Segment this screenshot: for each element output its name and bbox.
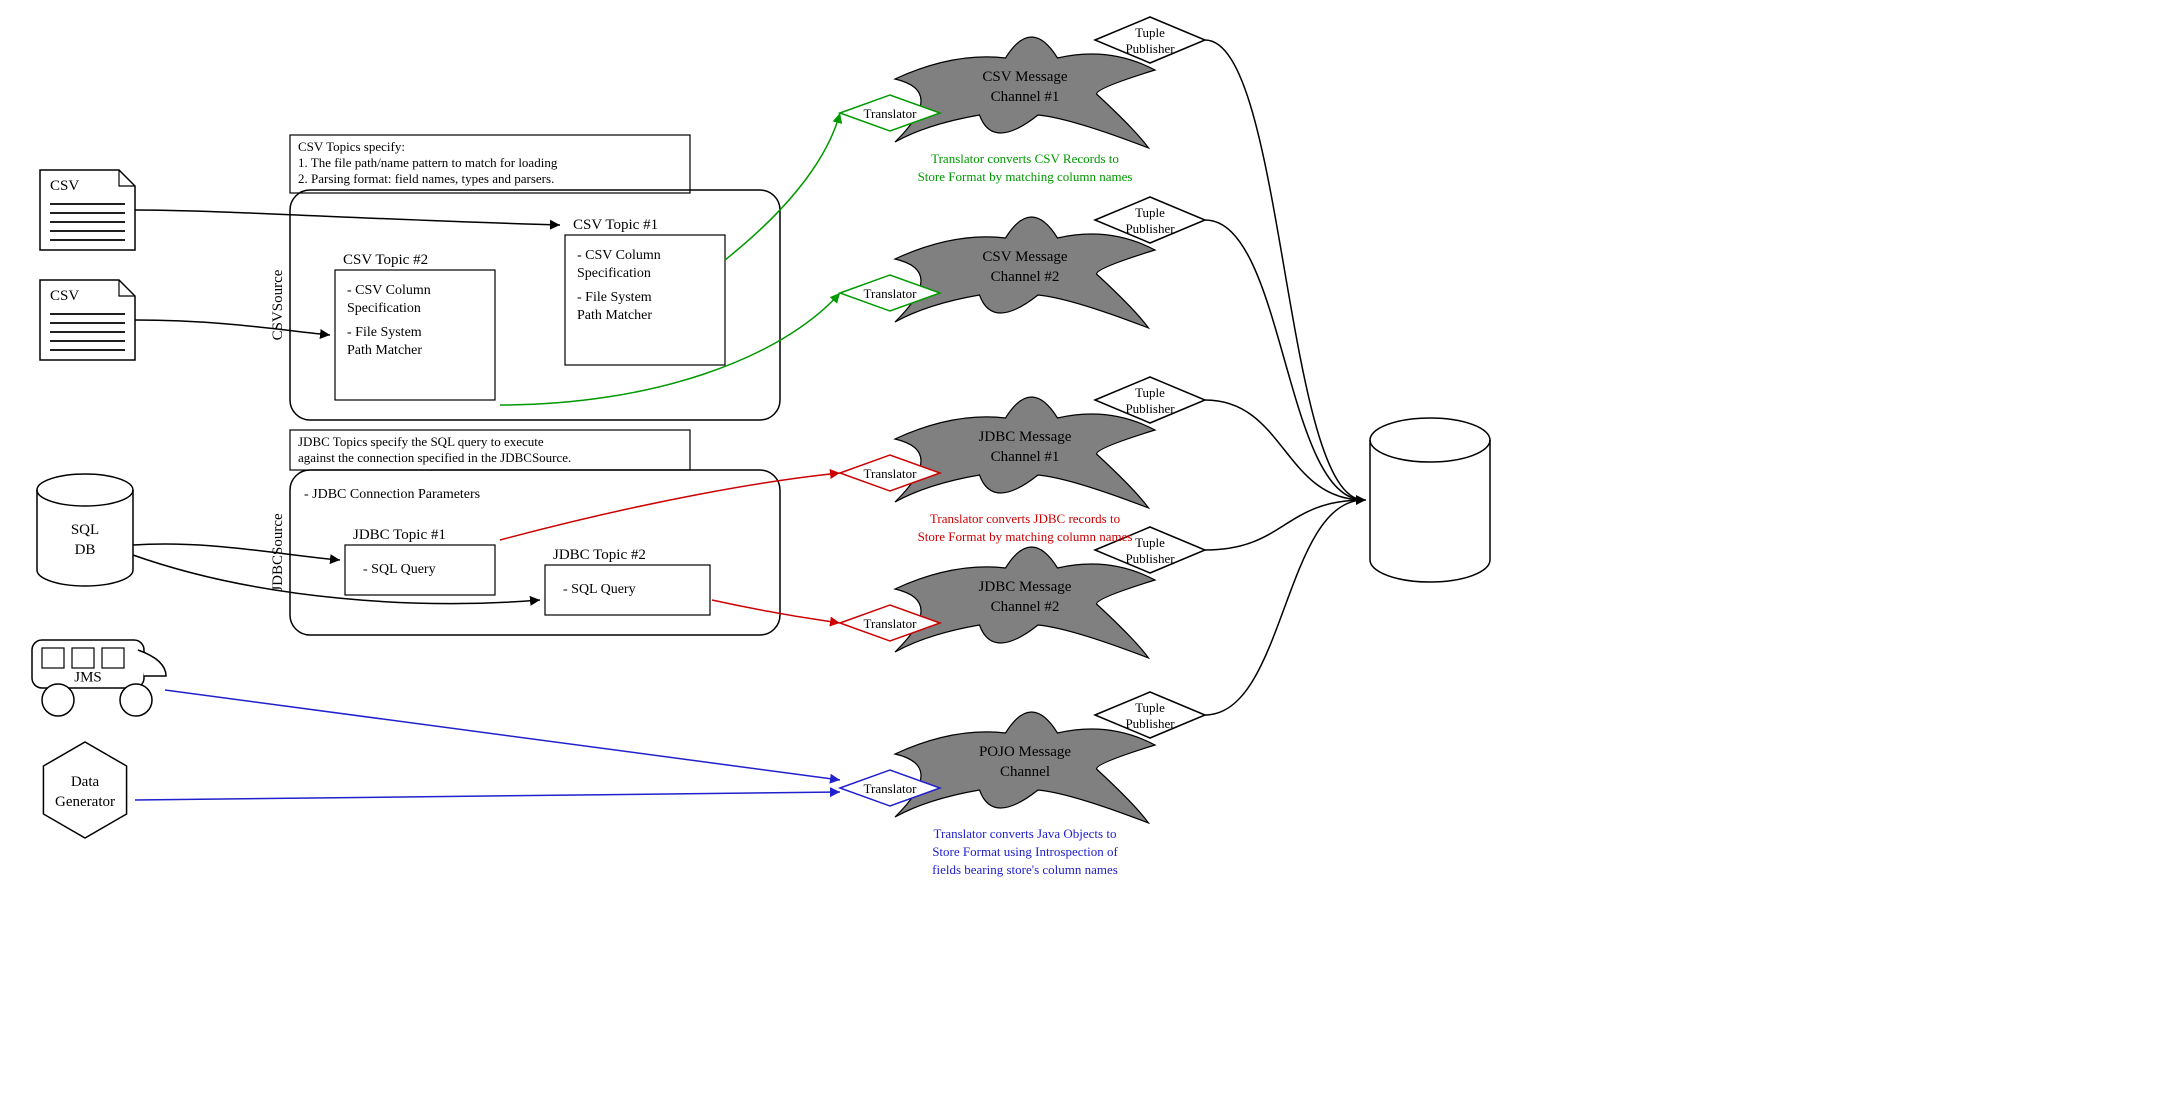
edge-pub-pojo-store bbox=[1205, 500, 1364, 715]
svg-text:Tuple: Tuple bbox=[1135, 25, 1165, 40]
svg-text:Publisher: Publisher bbox=[1125, 41, 1175, 56]
edge-sqldb-jdbctopic1 bbox=[133, 544, 340, 560]
jdbc-conn-params: - JDBC Connection Parameters bbox=[304, 487, 480, 502]
edge-csvfile1-topic1 bbox=[135, 210, 560, 225]
svg-text:Generator: Generator bbox=[55, 794, 115, 810]
svg-text:Channel #1: Channel #1 bbox=[991, 449, 1060, 465]
svg-text:Tuple: Tuple bbox=[1135, 385, 1165, 400]
svg-text:JDBC Message: JDBC Message bbox=[979, 579, 1072, 595]
svg-text:- SQL Query: - SQL Query bbox=[563, 582, 636, 597]
svg-text:2. Parsing format: field names: 2. Parsing format: field names, types an… bbox=[298, 171, 554, 186]
svg-text:Publisher: Publisher bbox=[1125, 716, 1175, 731]
svg-text:Publisher: Publisher bbox=[1125, 401, 1175, 416]
svg-text:Publisher: Publisher bbox=[1125, 551, 1175, 566]
svg-text:CSV Message: CSV Message bbox=[982, 249, 1067, 265]
svg-text:- SQL Query: - SQL Query bbox=[363, 562, 436, 577]
edge-pub-csv1-store bbox=[1205, 40, 1364, 500]
svg-text:Translator: Translator bbox=[864, 781, 918, 796]
svg-text:Store Format by matching colum: Store Format by matching column names bbox=[918, 529, 1133, 544]
store-icon bbox=[1370, 418, 1490, 582]
svg-text:Channel #2: Channel #2 bbox=[991, 599, 1060, 615]
svg-text:Data: Data bbox=[71, 774, 100, 790]
svg-text:Translator: Translator bbox=[864, 286, 918, 301]
svg-text:Tuple: Tuple bbox=[1135, 535, 1165, 550]
svg-text:Translator: Translator bbox=[864, 616, 918, 631]
svg-text:Channel #1: Channel #1 bbox=[991, 89, 1060, 105]
svg-text:- File System: - File System bbox=[347, 325, 422, 340]
svg-text:Tuple: Tuple bbox=[1135, 205, 1165, 220]
svg-text:JDBC Message: JDBC Message bbox=[979, 429, 1072, 445]
svg-text:Path Matcher: Path Matcher bbox=[577, 308, 652, 323]
svg-text:fields bearing store's column: fields bearing store's column names bbox=[932, 862, 1118, 877]
svg-text:JMS: JMS bbox=[74, 670, 102, 686]
svg-text:Channel: Channel bbox=[1000, 764, 1050, 780]
csv-topic-1-title: CSV Topic #1 bbox=[573, 217, 658, 233]
annotation-blue: Translator converts Java Objects to bbox=[934, 826, 1117, 841]
svg-text:POJO Message: POJO Message bbox=[979, 744, 1071, 760]
svg-text:DB: DB bbox=[75, 542, 96, 558]
svg-text:Specification: Specification bbox=[347, 301, 421, 316]
svg-text:CSV Message: CSV Message bbox=[982, 69, 1067, 85]
svg-text:- CSV Column: - CSV Column bbox=[577, 248, 661, 263]
svg-text:CSV Topics specify:: CSV Topics specify: bbox=[298, 139, 405, 154]
csv-topic-2-title: CSV Topic #2 bbox=[343, 252, 428, 268]
svg-text:SQL: SQL bbox=[71, 522, 99, 538]
file-label: CSV bbox=[50, 288, 79, 304]
file-label: CSV bbox=[50, 178, 79, 194]
svg-text:against the connection specifi: against the connection specified in the … bbox=[298, 450, 571, 465]
svg-text:Specification: Specification bbox=[577, 266, 651, 281]
edge-datagen-trans bbox=[135, 792, 840, 800]
svg-text:JDBC Topics specify the SQL qu: JDBC Topics specify the SQL query to exe… bbox=[298, 434, 544, 449]
svg-text:Tuple: Tuple bbox=[1135, 700, 1165, 715]
edge-jdbctopic1-trans bbox=[500, 473, 840, 540]
annotation-green: Translator converts CSV Records to bbox=[931, 151, 1119, 166]
jdbc-topic-1-title: JDBC Topic #1 bbox=[353, 527, 446, 543]
edge-jdbctopic2-trans bbox=[712, 600, 840, 623]
edge-jms-trans bbox=[165, 690, 840, 780]
edge-pub-csv2-store bbox=[1205, 220, 1364, 500]
svg-text:Translator: Translator bbox=[864, 466, 918, 481]
svg-text:Path Matcher: Path Matcher bbox=[347, 343, 422, 358]
svg-text:Store Format by matching colum: Store Format by matching column names bbox=[918, 169, 1133, 184]
svg-text:- CSV Column: - CSV Column bbox=[347, 283, 431, 298]
edge-csvfile2-topic2 bbox=[135, 320, 330, 335]
edge-csvtopic1-trans bbox=[725, 113, 840, 260]
annotation-red: Translator converts JDBC records to bbox=[930, 511, 1120, 526]
svg-text:- File System: - File System bbox=[577, 290, 652, 305]
svg-text:Publisher: Publisher bbox=[1125, 221, 1175, 236]
svg-text:1. The file path/name pattern: 1. The file path/name pattern to match f… bbox=[298, 155, 558, 170]
svg-text:Translator: Translator bbox=[864, 106, 918, 121]
svg-text:Store Format using Introspecti: Store Format using Introspection of bbox=[932, 844, 1118, 859]
svg-text:Channel #2: Channel #2 bbox=[991, 269, 1060, 285]
jdbc-topic-2-title: JDBC Topic #2 bbox=[553, 547, 646, 563]
data-generator-icon bbox=[43, 742, 126, 838]
